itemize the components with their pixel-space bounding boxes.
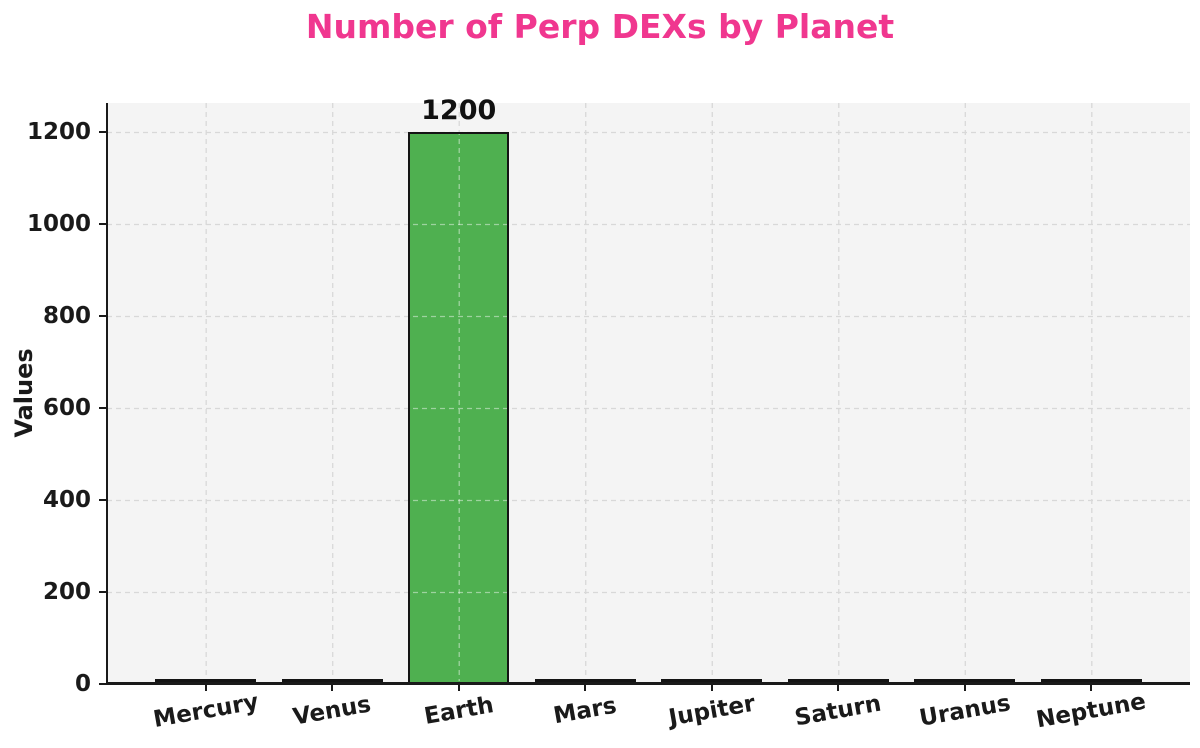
chart-title: Number of Perp DEXs by Planet xyxy=(305,7,895,46)
x-tick-mark xyxy=(331,685,334,691)
x-tick-label-jupiter: Jupiter xyxy=(666,690,757,732)
x-tick-mark xyxy=(837,685,840,691)
bar-mercury xyxy=(155,679,257,684)
bar-earth xyxy=(408,131,510,684)
y-tick-label: 400 xyxy=(42,486,91,513)
x-tick-mark xyxy=(584,685,587,691)
bar-neptune xyxy=(1040,679,1142,684)
x-tick-label-venus: Venus xyxy=(291,691,374,731)
y-tick-label: 800 xyxy=(42,302,91,329)
bar-mars xyxy=(534,679,636,684)
x-tick-mark xyxy=(1090,685,1093,691)
y-tick-label: 0 xyxy=(74,671,91,697)
x-tick-mark xyxy=(963,685,966,691)
y-tick-mark xyxy=(99,130,107,133)
bar-jupiter xyxy=(661,679,763,684)
y-tick-label: 200 xyxy=(42,578,91,605)
y-tick-label: 600 xyxy=(42,394,91,421)
y-tick-mark xyxy=(99,406,107,409)
y-axis-line xyxy=(106,103,108,684)
y-tick-mark xyxy=(99,498,107,501)
y-tick-mark xyxy=(99,590,107,593)
bar-venus xyxy=(281,679,383,684)
x-tick-mark xyxy=(710,685,713,691)
y-tick-label: 1200 xyxy=(26,118,91,145)
x-tick-label-neptune: Neptune xyxy=(1034,688,1149,734)
x-tick-label-saturn: Saturn xyxy=(793,690,884,732)
plot-area xyxy=(106,103,1190,685)
y-axis-title: Values xyxy=(10,348,38,438)
bar-value-label: 1200 xyxy=(421,94,497,126)
bar-saturn xyxy=(787,679,889,684)
x-tick-mark xyxy=(204,685,207,691)
gridlines xyxy=(107,103,1190,684)
y-tick-mark xyxy=(99,222,107,225)
x-axis-line xyxy=(106,682,1190,685)
x-tick-label-mars: Mars xyxy=(551,692,619,730)
bar-uranus xyxy=(914,679,1016,684)
y-tick-mark xyxy=(99,683,107,685)
y-tick-mark xyxy=(99,314,107,317)
x-tick-label-uranus: Uranus xyxy=(917,690,1013,732)
y-tick-label: 1000 xyxy=(26,210,91,237)
x-tick-label-earth: Earth xyxy=(422,692,496,730)
x-tick-label-mercury: Mercury xyxy=(151,688,261,734)
x-tick-mark xyxy=(457,685,460,691)
